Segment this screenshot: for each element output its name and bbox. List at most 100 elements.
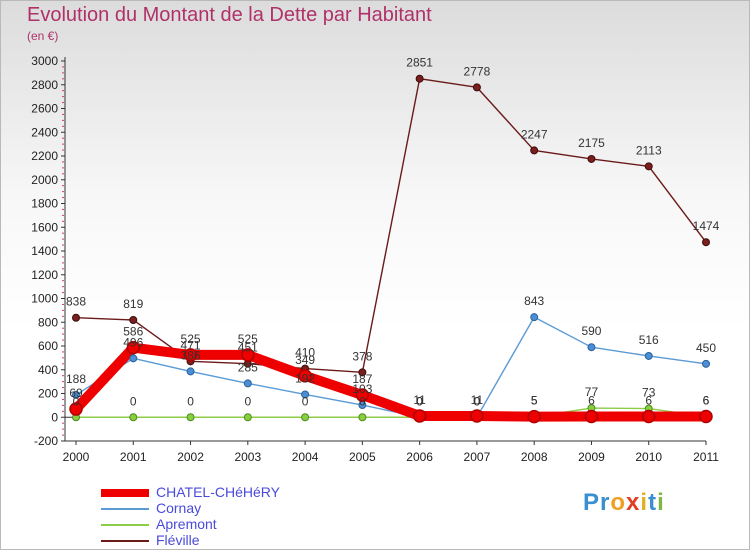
data-label-cornay: 285 [238,360,258,374]
y-tick-label: 1400 [31,244,58,258]
data-label-cornay: 0 [474,394,481,408]
proxiti-logo: Proxiti [583,489,665,517]
data-label-apremont: 0 [416,394,423,408]
data-point-fleville [644,162,653,171]
data-point-apremont [358,413,367,422]
data-label-chatel: 69 [69,386,83,400]
y-tick-label: 2000 [31,173,58,187]
data-label-apremont: 77 [585,385,599,399]
data-label-fleville: 1474 [693,219,720,233]
data-label-chatel: 187 [352,372,372,386]
data-point-chatel [355,388,370,402]
data-point-apremont [186,413,195,422]
x-tick-label: 2004 [292,450,319,464]
x-tick-label: 2006 [406,450,433,464]
y-tick-label: 2400 [31,125,58,139]
data-label-fleville: 819 [123,297,143,311]
y-tick-label: 1800 [31,197,58,211]
data-point-fleville [358,368,367,377]
x-tick-label: 2010 [635,450,662,464]
x-tick-label: 2008 [521,450,548,464]
data-point-fleville [530,146,539,155]
data-point-cornay [301,390,310,399]
data-label-apremont: 0 [302,394,309,408]
data-point-chatel [470,409,484,423]
data-label-chatel: 525 [181,332,201,346]
data-point-chatel [241,348,255,362]
y-tick-label: 400 [38,363,58,377]
data-point-chatel [183,348,198,362]
y-tick-label: -200 [34,434,58,448]
data-label-fleville: 2851 [406,56,433,70]
data-point-cornay [644,351,653,360]
data-label-apremont: 0 [244,394,251,408]
logo-letter: i [640,489,649,516]
x-tick-label: 2011 [693,450,719,464]
y-tick-label: 2800 [31,78,58,92]
data-label-chatel: 6 [588,394,595,408]
data-point-cornay [129,354,138,363]
logo-letter: t [648,489,658,516]
data-point-cornay [72,390,80,399]
data-point-cornay [587,343,596,352]
legend-swatch-fleville [101,540,149,542]
data-label-cornay: 0 [416,394,423,408]
data-point-fleville [702,238,710,247]
data-label-chatel: 11 [413,393,426,407]
data-label-fleville: 410 [295,346,315,360]
data-point-apremont [129,413,138,422]
data-label-cornay: 496 [123,335,143,349]
data-label-chatel: 349 [295,353,315,367]
data-point-chatel [126,340,141,355]
data-point-fleville [472,83,481,92]
series-line-fleville [75,77,707,374]
logo-letter: P [583,489,601,516]
data-label-fleville: 451 [238,341,258,355]
series-line-apremont [75,407,707,418]
x-tick-label: 2009 [578,450,605,464]
data-label-fleville: 2113 [636,143,662,157]
data-point-fleville [72,313,80,322]
data-point-fleville [415,74,424,83]
data-label-chatel: 6 [703,394,710,408]
data-label-fleville: 2175 [578,136,605,150]
data-point-chatel [584,409,599,424]
chart-subtitle: (en €) [27,29,59,43]
data-point-cornay [702,359,710,368]
data-point-chatel [412,409,427,423]
y-tick-label: 200 [38,387,58,401]
data-label-chatel: 525 [238,332,258,346]
data-label-fleville: 2247 [521,127,548,141]
data-point-apremont [243,413,252,422]
data-label-fleville: 378 [352,349,372,363]
legend-label-apremont: Apremont [156,516,217,532]
data-label-cornay: 450 [696,341,716,355]
data-point-fleville [129,315,138,324]
data-label-apremont: 0 [187,394,194,408]
series-line-cornay [75,316,707,418]
x-tick-label: 2007 [464,450,491,464]
legend-label-cornay: Cornay [156,500,202,516]
data-label-fleville: 2778 [464,64,491,78]
legend-swatch-chatel [101,489,149,497]
data-point-cornay [186,367,195,376]
logo-letter: o [610,489,627,516]
data-point-apremont [301,413,310,422]
data-label-chatel: 11 [471,393,484,407]
data-label-apremont: 73 [642,386,656,400]
data-label-cornay: 103 [352,382,372,396]
chart-title: Evolution du Montant de la Dette par Hab… [27,4,432,26]
y-tick-label: 2600 [31,102,58,116]
x-tick-label: 2003 [234,450,261,464]
data-label-cornay: 188 [66,372,86,386]
data-point-cornay [530,313,539,322]
y-tick-label: 1200 [31,268,58,282]
logo-letter: r [600,489,611,516]
data-label-cornay: 590 [581,324,601,338]
logo-letter: x [626,489,641,516]
data-label-cornay: 843 [524,294,544,308]
data-point-chatel [298,369,312,383]
y-tick-label: 3000 [31,54,58,68]
